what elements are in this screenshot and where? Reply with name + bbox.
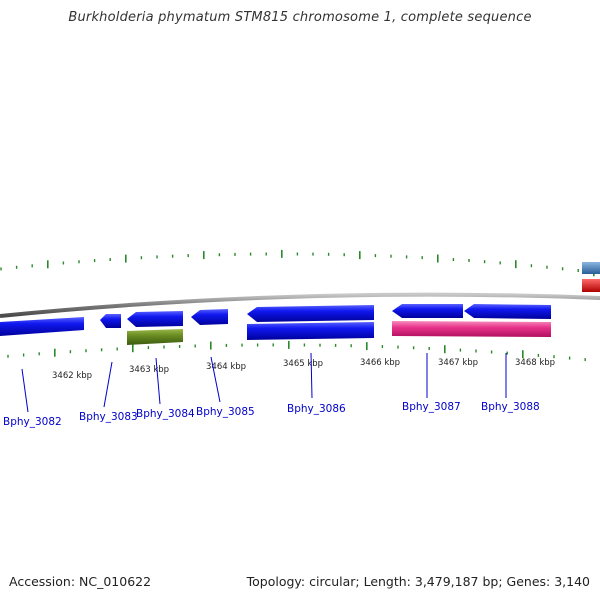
gene-label-bphy-3088[interactable]: Bphy_3088 [481,401,540,413]
gene-label-bphy-3086[interactable]: Bphy_3086 [287,403,346,415]
feature-edge-steelblue[interactable] [582,262,600,274]
position-label: 3466 kbp [360,358,400,368]
gene-arrow-bphy-3086a[interactable] [247,305,374,322]
rna-feature-bphy-3084[interactable] [127,329,183,345]
leader-line-bphy-3086 [310,352,313,399]
pseudo-feature-bphy-3087[interactable] [392,321,551,337]
gene-label-bphy-3082[interactable]: Bphy_3082 [3,416,62,428]
gene-leader-lines [21,352,507,413]
position-label: 3468 kbp [515,358,555,368]
chromosome-backbone [0,292,600,318]
gene-arrow-bphy-3085[interactable] [191,309,228,325]
position-label: 3465 kbp [283,359,323,369]
gene-label-bphy-3084[interactable]: Bphy_3084 [136,408,195,420]
gene-arrow-bphy-3087a[interactable] [392,304,463,318]
leader-line-bphy-3084 [155,357,161,405]
gene-arrow-bphy-3088a[interactable] [464,304,551,319]
gene-arrow-bphy-3083[interactable] [100,314,121,328]
gene-label-bphy-3083[interactable]: Bphy_3083 [79,411,138,423]
accession-text: Accession: NC_010622 [9,574,152,589]
leader-line-bphy-3082 [21,368,29,413]
gene-arrow-bphy-3084[interactable] [127,311,183,327]
gene-label-bphy-3087[interactable]: Bphy_3087 [402,401,461,413]
topology-text: Topology: circular; Length: 3,479,187 bp… [246,574,590,589]
map-title: Burkholderia phymatum STM815 chromosome … [68,10,532,25]
inner-tick-marks [7,340,586,362]
leader-line-bphy-3085 [210,356,221,403]
gene-arrow-bphy-3082[interactable] [0,317,84,336]
position-label: 3467 kbp [438,358,478,368]
position-label: 3463 kbp [129,365,169,375]
position-label: 3462 kbp [52,371,92,381]
gene-arrow-bphy-3086b[interactable] [247,322,374,340]
feature-edge-red[interactable] [582,279,600,292]
outer-tick-marks [0,249,595,277]
position-label: 3464 kbp [206,362,246,372]
gene-label-bphy-3085[interactable]: Bphy_3085 [196,406,255,418]
leader-line-bphy-3083 [103,361,113,408]
